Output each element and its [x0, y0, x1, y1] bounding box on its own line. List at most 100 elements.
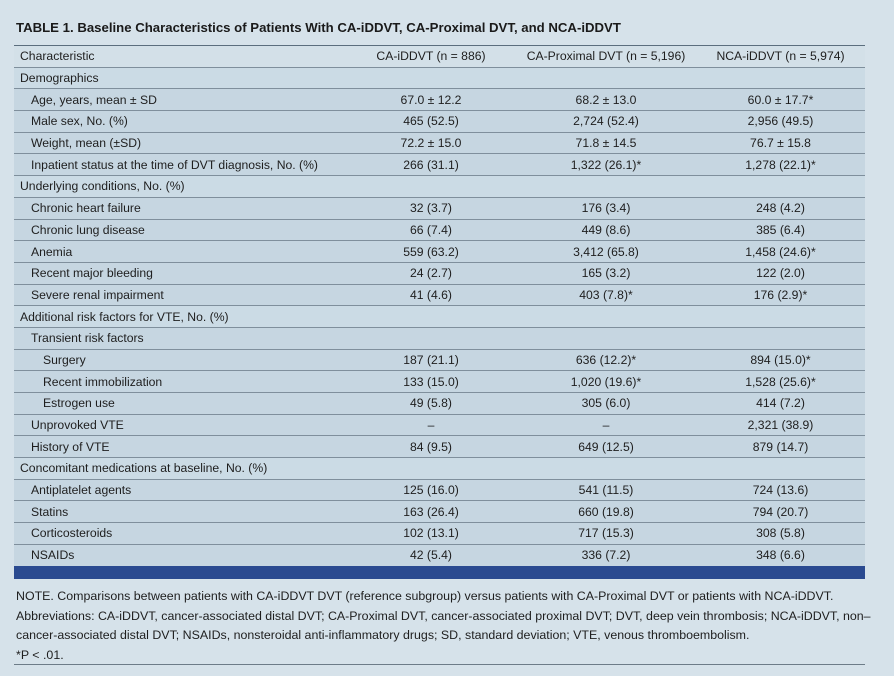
cell-value: 66 (7.4) [346, 219, 516, 242]
cell-value: 266 (31.1) [346, 153, 516, 177]
cell-value: 2,956 (49.5) [696, 110, 865, 133]
row-label: Unprovoked VTE [14, 414, 346, 437]
section-label: Demographics [14, 67, 865, 90]
column-header-nca-iddvt: NCA-iDDVT (n = 5,974) [696, 45, 865, 68]
cell-value: 248 (4.2) [696, 197, 865, 220]
row-label: Severe renal impairment [14, 284, 346, 307]
table-row: Estrogen use 49 (5.8) 305 (6.0) 414 (7.2) [14, 392, 865, 415]
cell-value: 336 (7.2) [516, 544, 696, 567]
column-header-ca-iddvt: CA-iDDVT (n = 886) [346, 45, 516, 68]
cell-value: 3,412 (65.8) [516, 240, 696, 263]
table-header-row: Characteristic CA-iDDVT (n = 886) CA-Pro… [14, 45, 865, 68]
section-label: Additional risk factors for VTE, No. (%) [14, 305, 865, 328]
row-label: Estrogen use [14, 392, 346, 415]
table-row: Statins 163 (26.4) 660 (19.8) 794 (20.7) [14, 500, 865, 524]
row-label: Corticosteroids [14, 522, 346, 545]
cell-value: 403 (7.8)* [516, 284, 696, 307]
section-row: Underlying conditions, No. (%) [14, 175, 865, 198]
table-row: Recent immobilization 133 (15.0) 1,020 (19… [14, 370, 865, 393]
column-header-characteristic: Characteristic [14, 45, 346, 68]
cell-value: 894 (15.0)* [696, 349, 865, 372]
row-label: Chronic lung disease [14, 219, 346, 242]
row-label: Weight, mean (±SD) [14, 132, 346, 155]
section-row: Concomitant medications at baseline, No.… [14, 457, 865, 480]
section-row: Additional risk factors for VTE, No. (%) [14, 305, 865, 328]
row-label: Antiplatelet agents [14, 479, 346, 502]
row-label: Male sex, No. (%) [14, 110, 346, 133]
table-footer-bar [14, 566, 865, 579]
table-row: Anemia 559 (63.2) 3,412 (65.8) 1,458 (24.6)… [14, 240, 865, 263]
row-label: Statins [14, 500, 346, 524]
cell-value: 724 (13.6) [696, 479, 865, 502]
row-label: Chronic heart failure [14, 197, 346, 220]
cell-value: 32 (3.7) [346, 197, 516, 220]
cell-value: 2,321 (38.9) [696, 414, 865, 437]
cell-value: 187 (21.1) [346, 349, 516, 372]
cell-value: 1,528 (25.6)* [696, 370, 865, 393]
table-row: Chronic heart failure 32 (3.7) 176 (3.4) 24… [14, 197, 865, 220]
table-row: Surgery 187 (21.1) 636 (12.2)* 894 (15.0)* [14, 349, 865, 372]
table-title: TABLE 1. Baseline Characteristics of Pat… [16, 20, 621, 35]
table-caption: Baseline Characteristics of Patients Wit… [77, 20, 621, 35]
cell-value: 60.0 ± 17.7* [696, 88, 865, 112]
cell-value: 348 (6.6) [696, 544, 865, 567]
cell-value: 42 (5.4) [346, 544, 516, 567]
table-row: Severe renal impairment 41 (4.6) 403 (7.8)… [14, 284, 865, 307]
row-label: NSAIDs [14, 544, 346, 567]
row-label: Surgery [14, 349, 346, 372]
table-row: Inpatient status at the time of DVT diag… [14, 153, 865, 177]
section-row: Demographics [14, 67, 865, 90]
table-row: Transient risk factors [14, 327, 865, 350]
cell-value [346, 327, 516, 350]
cell-value: 649 (12.5) [516, 435, 696, 459]
cell-value: 41 (4.6) [346, 284, 516, 307]
table-number: TABLE 1. [16, 20, 74, 35]
cell-value: 125 (16.0) [346, 479, 516, 502]
cell-value: 2,724 (52.4) [516, 110, 696, 133]
column-header-ca-proximal-dvt: CA-Proximal DVT (n = 5,196) [516, 45, 696, 68]
cell-value: 305 (6.0) [516, 392, 696, 415]
cell-value: 1,322 (26.1)* [516, 153, 696, 177]
note-abbreviations: Abbreviations: CA-iDDVT, cancer-associat… [16, 608, 871, 643]
note-comparison: NOTE. Comparisons between patients with … [16, 589, 834, 603]
table-row: Male sex, No. (%) 465 (52.5) 2,724 (52.4) 2… [14, 110, 865, 133]
cell-value: 636 (12.2)* [516, 349, 696, 372]
cell-value: 660 (19.8) [516, 500, 696, 524]
cell-value: 1,458 (24.6)* [696, 240, 865, 263]
row-label: History of VTE [14, 435, 346, 459]
cell-value: 49 (5.8) [346, 392, 516, 415]
row-label: Inpatient status at the time of DVT diag… [14, 153, 346, 177]
note-significance: *P < .01. [16, 647, 64, 662]
table-row: Corticosteroids 102 (13.1) 717 (15.3) 308 (… [14, 522, 865, 545]
baseline-characteristics-table: Characteristic CA-iDDVT (n = 886) CA-Pro… [14, 45, 865, 567]
row-label: Recent immobilization [14, 370, 346, 393]
cell-value: 176 (3.4) [516, 197, 696, 220]
cell-value: 449 (8.6) [516, 219, 696, 242]
cell-value: 163 (26.4) [346, 500, 516, 524]
cell-value: 879 (14.7) [696, 435, 865, 459]
cell-value: 414 (7.2) [696, 392, 865, 415]
cell-value: 1,278 (22.1)* [696, 153, 865, 177]
cell-value: 76.7 ± 15.8 [696, 132, 865, 155]
table-row: Unprovoked VTE – –2,321 (38.9) [14, 414, 865, 437]
row-label: Anemia [14, 240, 346, 263]
cell-value: 165 (3.2) [516, 262, 696, 285]
cell-value [516, 327, 696, 350]
cell-value: 122 (2.0) [696, 262, 865, 285]
table-row: Chronic lung disease 66 (7.4) 449 (8.6) 385… [14, 219, 865, 242]
row-label: Recent major bleeding [14, 262, 346, 285]
cell-value: 465 (52.5) [346, 110, 516, 133]
cell-value: 559 (63.2) [346, 240, 516, 263]
cell-value [696, 327, 865, 350]
cell-value: 717 (15.3) [516, 522, 696, 545]
table-row: NSAIDs 42 (5.4) 336 (7.2) 348 (6.6) [14, 544, 865, 567]
table-row: Weight, mean (±SD) 72.2 ± 15.0 71.8 ± 14.5… [14, 132, 865, 155]
cell-value: 308 (5.8) [696, 522, 865, 545]
cell-value: 133 (15.0) [346, 370, 516, 393]
table-notes: NOTE. Comparisons between patients with … [16, 587, 876, 665]
table-row: Antiplatelet agents 125 (16.0) 541 (11.5) 7… [14, 479, 865, 502]
bottom-rule [14, 664, 865, 665]
cell-value: 84 (9.5) [346, 435, 516, 459]
cell-value: 385 (6.4) [696, 219, 865, 242]
